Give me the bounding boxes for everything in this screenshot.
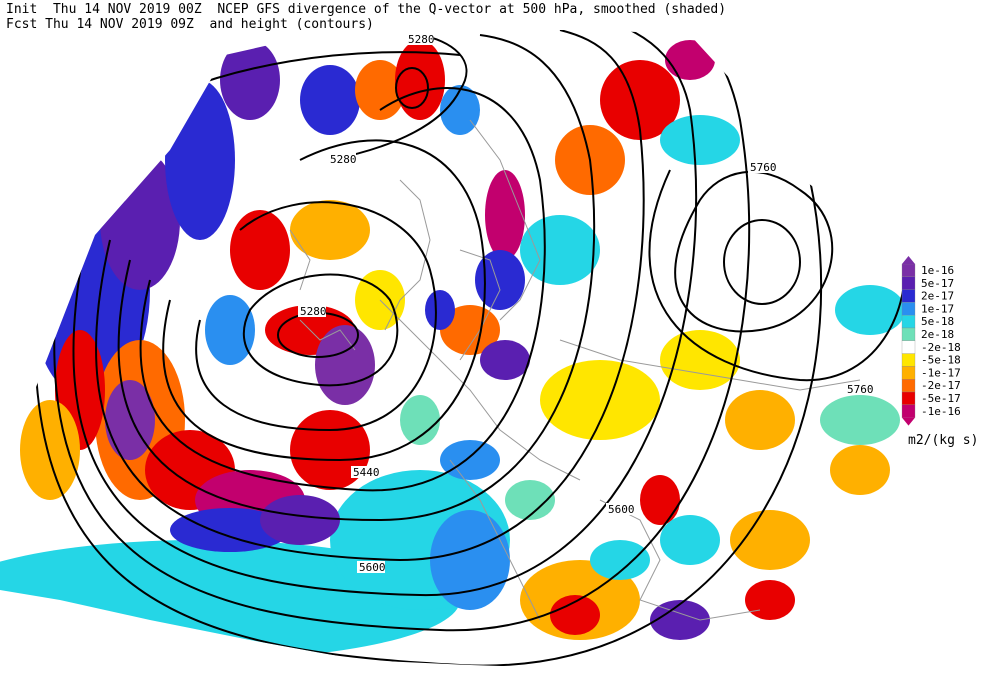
legend-label: 1e-16	[921, 264, 954, 277]
header-line-1: Init Thu 14 NOV 2019 00Z NCEP GFS diverg…	[6, 2, 726, 17]
contour-label: 5760	[750, 161, 777, 174]
contour-label-group: 5280 5280 5280 5760 5760 5440 5600 5600	[298, 33, 874, 574]
contour-label: 5280	[300, 305, 327, 318]
map-title: NCEP GFS divergence of the Q-vector at 5…	[217, 2, 727, 17]
legend-label: 1e-17	[921, 302, 954, 315]
legend-label: 5e-17	[921, 277, 954, 290]
legend-label: 2e-17	[921, 290, 954, 303]
legend-label: 2e-18	[921, 328, 954, 341]
legend-label: -1e-17	[921, 366, 961, 379]
legend-swatch	[901, 366, 916, 380]
color-legend: 1e-165e-172e-171e-175e-182e-18-2e-18-5e-…	[901, 256, 961, 426]
legend-swatch	[901, 340, 916, 354]
legend-arrow-bottom	[902, 417, 915, 426]
legend-swatch	[901, 276, 916, 290]
contour-label: 5760	[847, 383, 874, 396]
legend-swatch	[901, 404, 916, 418]
legend-label: -2e-17	[921, 379, 961, 392]
legend-swatch	[901, 391, 916, 405]
legend-label: -5e-18	[921, 354, 961, 367]
legend-label: -2e-18	[921, 341, 961, 354]
contour-label: 5600	[608, 503, 635, 516]
legend-swatch	[901, 315, 916, 329]
legend-unit: m2/(kg s)	[908, 433, 979, 448]
legend-swatch	[901, 327, 916, 341]
legend-label: 5e-18	[921, 315, 954, 328]
contour-label: 5600	[359, 561, 386, 574]
legend-swatch	[901, 289, 916, 303]
legend-label: -5e-17	[921, 392, 961, 405]
map-subtitle: and height (contours)	[209, 17, 374, 32]
forecast-time: Fcst Thu 14 NOV 2019 09Z	[6, 17, 194, 32]
legend-arrow-top	[902, 256, 915, 264]
legend-swatch	[901, 302, 916, 316]
init-time: Init Thu 14 NOV 2019 00Z	[6, 2, 202, 17]
legend-swatch	[901, 263, 916, 277]
contour-label: 5280	[330, 153, 357, 166]
legend-swatch	[901, 379, 916, 393]
contour-label: 5440	[353, 466, 380, 479]
legend-label: -1e-16	[921, 405, 961, 418]
header-line-2: Fcst Thu 14 NOV 2019 09Z and height (con…	[6, 17, 374, 32]
legend-swatch	[901, 353, 916, 367]
contour-label: 5280	[408, 33, 435, 46]
